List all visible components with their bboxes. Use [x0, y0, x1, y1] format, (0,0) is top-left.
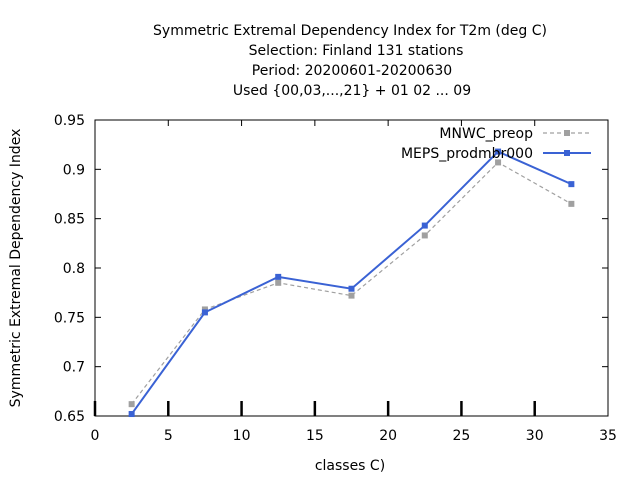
- data-point-mnwc: [275, 279, 282, 286]
- axis-ticks: [94, 119, 609, 417]
- y-tick-label: 0.7: [63, 360, 85, 376]
- y-tick-label: 0.75: [54, 310, 85, 326]
- data-point-meps: [348, 285, 355, 292]
- title-line-3: Period: 20200601-20200630: [252, 63, 452, 79]
- data-point-meps: [128, 411, 135, 418]
- class-markers: [93, 401, 536, 416]
- legend-marker-meps: [564, 150, 570, 156]
- data-point-meps: [201, 309, 208, 316]
- x-tick-label: 10: [233, 428, 251, 444]
- data-point-meps: [495, 148, 502, 155]
- legend-marker-mnwc: [564, 130, 570, 136]
- title-line-4: Used {00,03,...,21} + 01 02 ... 09: [233, 83, 471, 99]
- x-tick-label: 0: [91, 428, 100, 444]
- x-tick-label: 30: [526, 428, 544, 444]
- x-tick-label: 20: [379, 428, 397, 444]
- x-tick-label: 25: [453, 428, 471, 444]
- chart-title: Symmetric Extremal Dependency Index for …: [153, 23, 547, 99]
- x-tick-label: 15: [306, 428, 324, 444]
- data-point-mnwc: [495, 159, 502, 166]
- data-point-mnwc: [128, 401, 135, 408]
- data-point-meps: [275, 273, 282, 280]
- x-tick-label: 35: [599, 428, 617, 444]
- y-tick-label: 0.95: [54, 113, 85, 129]
- series-layer: [128, 148, 575, 418]
- data-point-mnwc: [568, 200, 575, 207]
- legend: MNWC_preop MEPS_prodmbr000: [401, 126, 591, 162]
- y-axis-label: Symmetric Extremal Dependency Index: [8, 129, 24, 408]
- data-point-meps: [421, 222, 428, 229]
- y-tick-label: 0.85: [54, 212, 85, 228]
- y-tick-label: 0.9: [63, 162, 85, 178]
- title-line-2: Selection: Finland 131 stations: [249, 43, 464, 59]
- legend-label-mnwc: MNWC_preop: [439, 126, 533, 142]
- data-point-mnwc: [421, 232, 428, 239]
- x-axis-label: classes C): [315, 458, 385, 474]
- legend-label-meps: MEPS_prodmbr000: [401, 146, 533, 162]
- x-tick-label: 5: [164, 428, 173, 444]
- series-line-meps: [130, 150, 572, 415]
- plot-area: [94, 119, 609, 417]
- x-tick-labels: 0 5 10 15 20 25 30 35: [91, 428, 617, 444]
- y-tick-label: 0.65: [54, 409, 85, 425]
- series-line-mnwc: [131, 161, 572, 405]
- y-tick-label: 0.8: [63, 261, 85, 277]
- title-line-1: Symmetric Extremal Dependency Index for …: [153, 23, 547, 39]
- data-point-meps: [568, 181, 575, 188]
- y-tick-labels: 0.65 0.7 0.75 0.8 0.85 0.9 0.95: [54, 113, 85, 425]
- data-point-mnwc: [348, 292, 355, 299]
